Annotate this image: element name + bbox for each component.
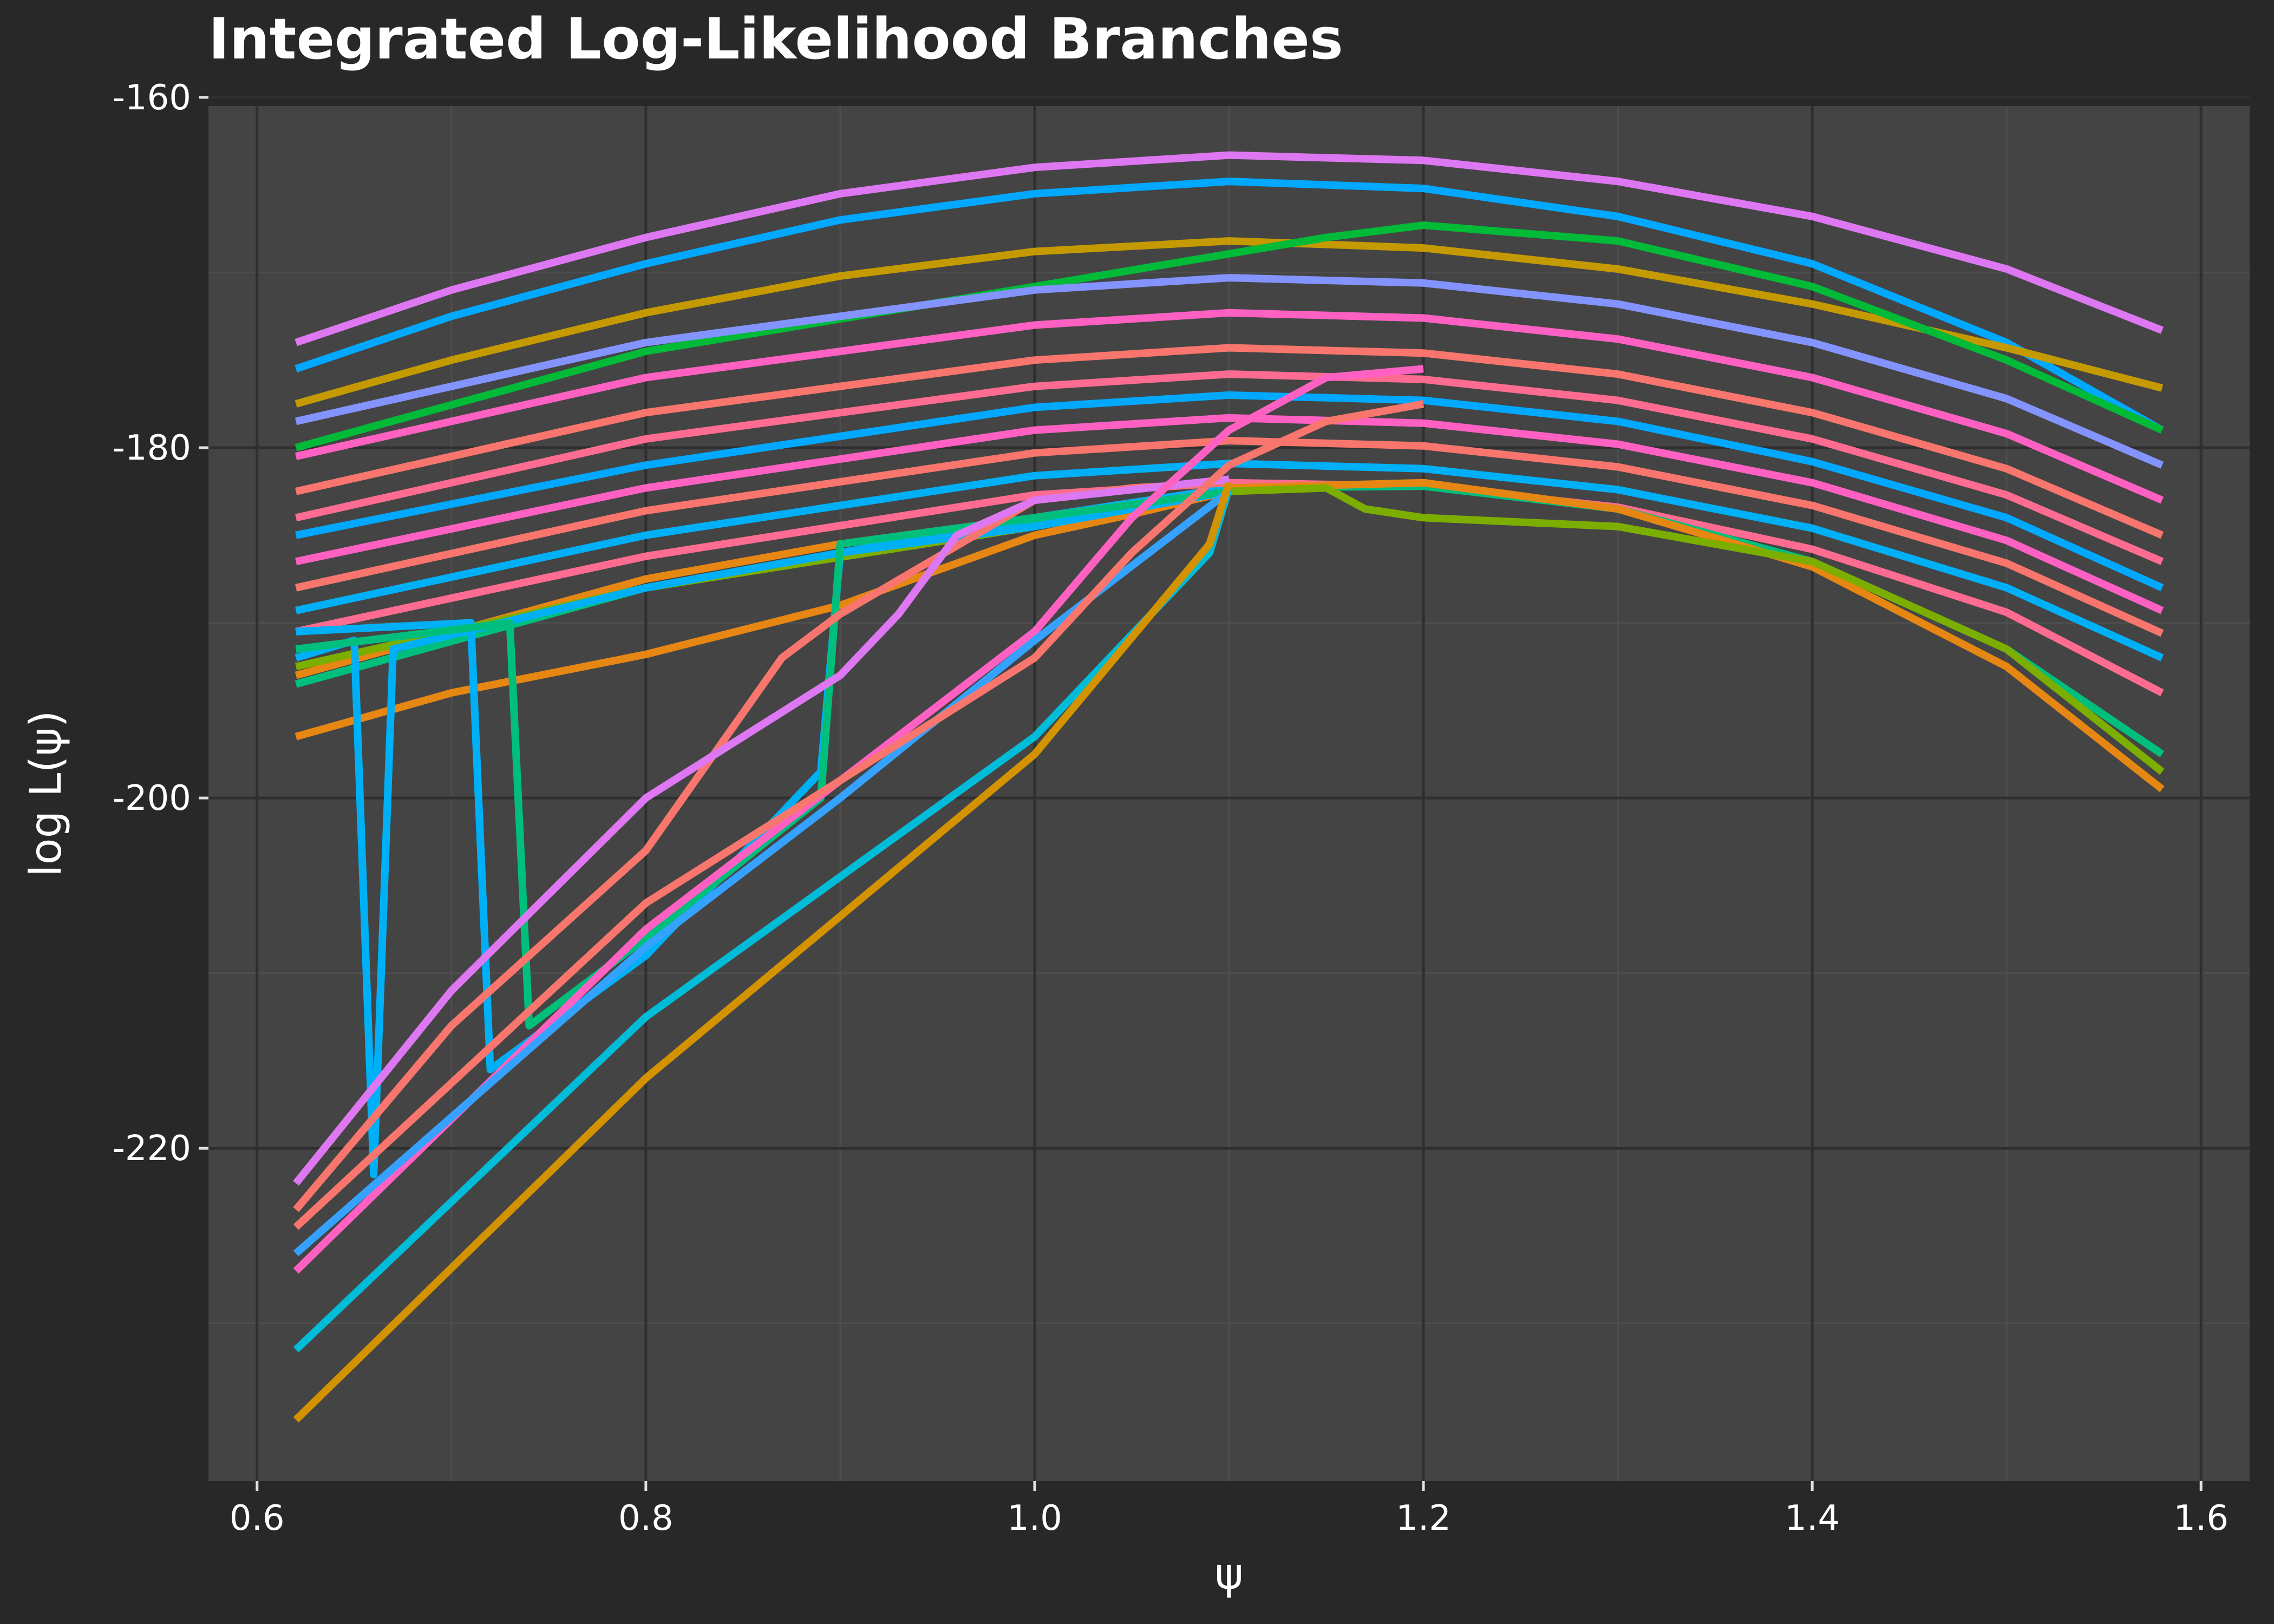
x-axis: 0.6 0.8 1.0 1.2 1.4 1.6 bbox=[230, 1481, 2229, 1538]
x-axis-label: ψ bbox=[1215, 1549, 1244, 1599]
series-line-6 bbox=[295, 344, 2164, 539]
series-line-22 bbox=[293, 365, 1424, 1274]
series-line-2 bbox=[295, 237, 2164, 408]
series-line-9 bbox=[295, 414, 2164, 614]
series-line-3 bbox=[295, 221, 2164, 451]
series-line-25 bbox=[293, 481, 1233, 1423]
y-tick-label: -200 bbox=[113, 778, 191, 818]
series-line-8 bbox=[295, 391, 2164, 592]
x-tick-label: 1.0 bbox=[1007, 1498, 1062, 1538]
y-tick-label: -220 bbox=[113, 1129, 191, 1169]
x-tick-label: 1.4 bbox=[1785, 1498, 1840, 1538]
series-line-7 bbox=[295, 370, 2164, 565]
series-line-21 bbox=[293, 475, 1230, 1186]
y-axis-label: log L(ψ) bbox=[21, 710, 71, 876]
y-tick-label: -160 bbox=[113, 78, 191, 118]
series-line-1 bbox=[295, 178, 2164, 434]
chart-title: Integrated Log-Likelihood Branches bbox=[208, 6, 1343, 72]
x-tick-label: 1.6 bbox=[2173, 1498, 2229, 1538]
x-tick-label: 0.6 bbox=[230, 1498, 285, 1538]
x-tick-label: 0.8 bbox=[618, 1498, 674, 1538]
series-layer bbox=[293, 151, 2165, 1423]
series-line-4 bbox=[295, 274, 2164, 469]
series-line-11 bbox=[295, 460, 2164, 662]
series-line-0 bbox=[295, 151, 2164, 346]
y-axis: -160 -180 -200 -220 bbox=[113, 78, 208, 1169]
series-line-5 bbox=[295, 309, 2164, 504]
x-tick-label: 1.2 bbox=[1396, 1498, 1451, 1538]
series-line-10 bbox=[295, 437, 2164, 637]
y-tick-label: -180 bbox=[113, 428, 191, 468]
series-line-26 bbox=[293, 400, 1424, 1230]
